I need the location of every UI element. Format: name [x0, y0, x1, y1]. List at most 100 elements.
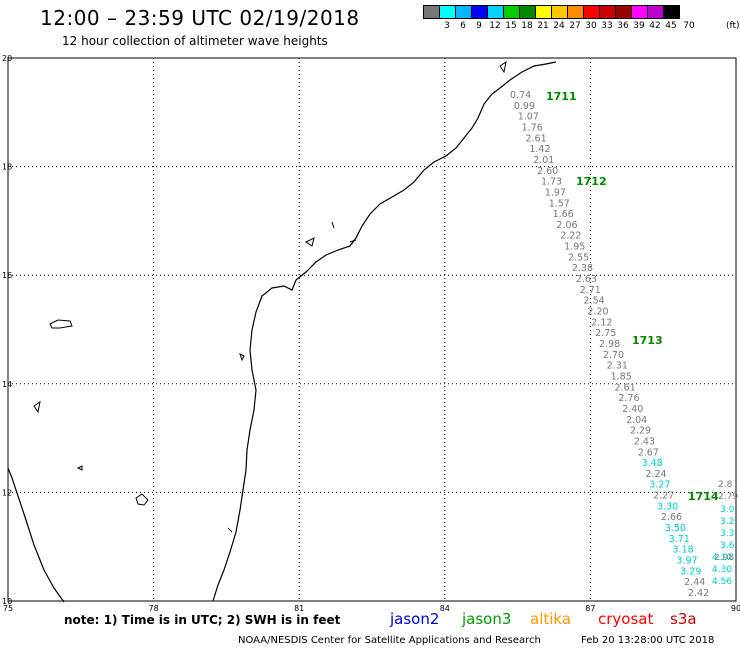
wave-height-value: 3.50 [665, 523, 686, 534]
wave-height-value: 2.06 [556, 220, 577, 231]
wave-height-value: 3.27 [649, 480, 670, 491]
wave-height-value: 2.38 [572, 263, 593, 274]
pass-time-label: 1713 [632, 334, 663, 347]
legend-label: 30 [585, 21, 597, 31]
datestamp: Feb 20 13:28:00 UTC 2018 [581, 635, 715, 646]
legend-swatch [663, 5, 680, 19]
wave-height-value: 3.0 [720, 505, 735, 515]
wave-height-value: 1.07 [518, 112, 539, 123]
wave-height-value: 3.3 [720, 529, 734, 539]
lat-tick-label: 14 [2, 380, 12, 389]
wave-height-value: 2.04 [626, 415, 647, 426]
satellite-label-s3a: s3a [670, 610, 697, 628]
footnote: note: 1) Time is in UTC; 2) SWH is in fe… [64, 613, 341, 627]
legend-label: 33 [601, 21, 613, 31]
lat-tick-label: 20 [2, 54, 12, 63]
wave-height-value: 2.40 [622, 404, 643, 415]
island-west [49, 319, 73, 329]
satellite-label-altika: altika [530, 610, 572, 628]
legend-label: 70 [683, 21, 695, 31]
wave-height-value: 2.8 [718, 480, 733, 490]
credit-line: NOAA/NESDIS Center for Satellite Applica… [238, 635, 541, 646]
wave-height-value: 0.74 [510, 90, 531, 101]
wave-height-value: 2.60 [537, 166, 558, 177]
satellite-label-cryosat: cryosat [598, 610, 654, 628]
legend-label: 36 [617, 21, 629, 31]
wave-height-value: 3.29 [680, 566, 701, 577]
island-sri-lanka-coast [135, 493, 149, 506]
wave-height-value: 1.42 [529, 144, 550, 155]
altimeter-track: 0.740.991.071.762.611.422.012.601.731.97… [510, 90, 738, 599]
wave-height-value: 2.98 [599, 339, 620, 350]
legend-label: 45 [665, 21, 677, 31]
map-grid [8, 58, 736, 601]
wave-height-value: 2.66 [661, 512, 682, 523]
map-frame [7, 57, 737, 602]
wave-height-value: 1.97 [545, 187, 566, 198]
wave-height-value: 1.95 [564, 242, 585, 253]
wave-height-value: 4.10 [712, 553, 732, 563]
wave-height-value: 2.61 [614, 382, 635, 393]
map-subtitle: 12 hour collection of altimeter wave hei… [62, 34, 328, 48]
lon-tick-label: 81 [294, 604, 304, 613]
wave-height-value: 2.01 [533, 155, 554, 166]
wave-height-value: 1.76 [522, 122, 543, 133]
pass-time-label: 1714 [688, 490, 719, 503]
wave-height-value: 0.99 [514, 101, 535, 112]
wave-height-value: 1.73 [541, 177, 562, 188]
wave-height-value: 2.29 [630, 426, 651, 437]
wave-height-value: 2.98 [714, 553, 734, 563]
legend-label: 12 [489, 21, 501, 31]
island-bay [227, 353, 245, 533]
lat-tick-label: 10 [2, 597, 12, 606]
wave-height-value: 2.31 [607, 361, 628, 372]
wave-height-value: 2.20 [587, 307, 608, 318]
wave-height-value: 4.30 [712, 565, 732, 575]
island-small-a [33, 400, 41, 414]
lon-tick-label: 90 [731, 604, 740, 613]
lon-tick-label: 84 [440, 604, 450, 613]
legend-label: 18 [521, 21, 533, 31]
legend-label: 39 [633, 21, 645, 31]
island-northeast [499, 60, 507, 74]
satellite-label-jason3: jason3 [462, 610, 512, 628]
legend-label: 42 [649, 21, 661, 31]
legend-label: 9 [476, 21, 482, 31]
wave-height-value: 2.67 [638, 447, 659, 458]
wave-height-value: 3.48 [642, 458, 663, 469]
lon-tick-label: 87 [585, 604, 595, 613]
wave-height-value: 3.71 [669, 534, 690, 545]
wave-height-value: 2.44 [684, 577, 705, 588]
lat-tick-label: 18 [2, 163, 12, 172]
legend-label: 21 [537, 21, 549, 31]
wave-height-value: 2.70 [603, 350, 624, 361]
wave-height-value: 2.63 [576, 274, 597, 285]
wave-height-value: 3.2 [720, 517, 734, 527]
color-legend [423, 5, 680, 19]
wave-height-value: 1.57 [549, 198, 570, 209]
lon-tick-label: 75 [3, 604, 13, 613]
pass-time-label: 1712 [576, 175, 607, 188]
legend-label: 24 [553, 21, 565, 31]
wave-height-value: 2.61 [525, 133, 546, 144]
wave-height-value: 2.43 [634, 436, 655, 447]
map-title: 12:00 – 23:59 UTC 02/19/2018 [40, 6, 360, 30]
island-small-b [76, 465, 83, 471]
wave-height-value: 1.85 [611, 371, 632, 382]
wave-height-value: 3.18 [673, 545, 694, 556]
wave-height-value: 2.42 [688, 588, 709, 599]
wave-height-value: 3.97 [676, 556, 697, 567]
wave-height-value: 2.12 [591, 317, 612, 328]
wave-height-value: 3.6 [720, 541, 735, 551]
color-legend-unit: (ft) [726, 21, 740, 31]
lat-tick-label: 12 [2, 488, 12, 497]
legend-label: 3 [444, 21, 450, 31]
wave-height-value: 2.71 [580, 285, 601, 296]
wave-height-value: 2.55 [568, 252, 589, 263]
wave-height-value: 2.75 [595, 328, 616, 339]
wave-height-value: 2.79 [718, 492, 738, 502]
legend-label: 27 [569, 21, 581, 31]
wave-height-value: 2.27 [653, 491, 674, 502]
legend-label: 15 [505, 21, 517, 31]
